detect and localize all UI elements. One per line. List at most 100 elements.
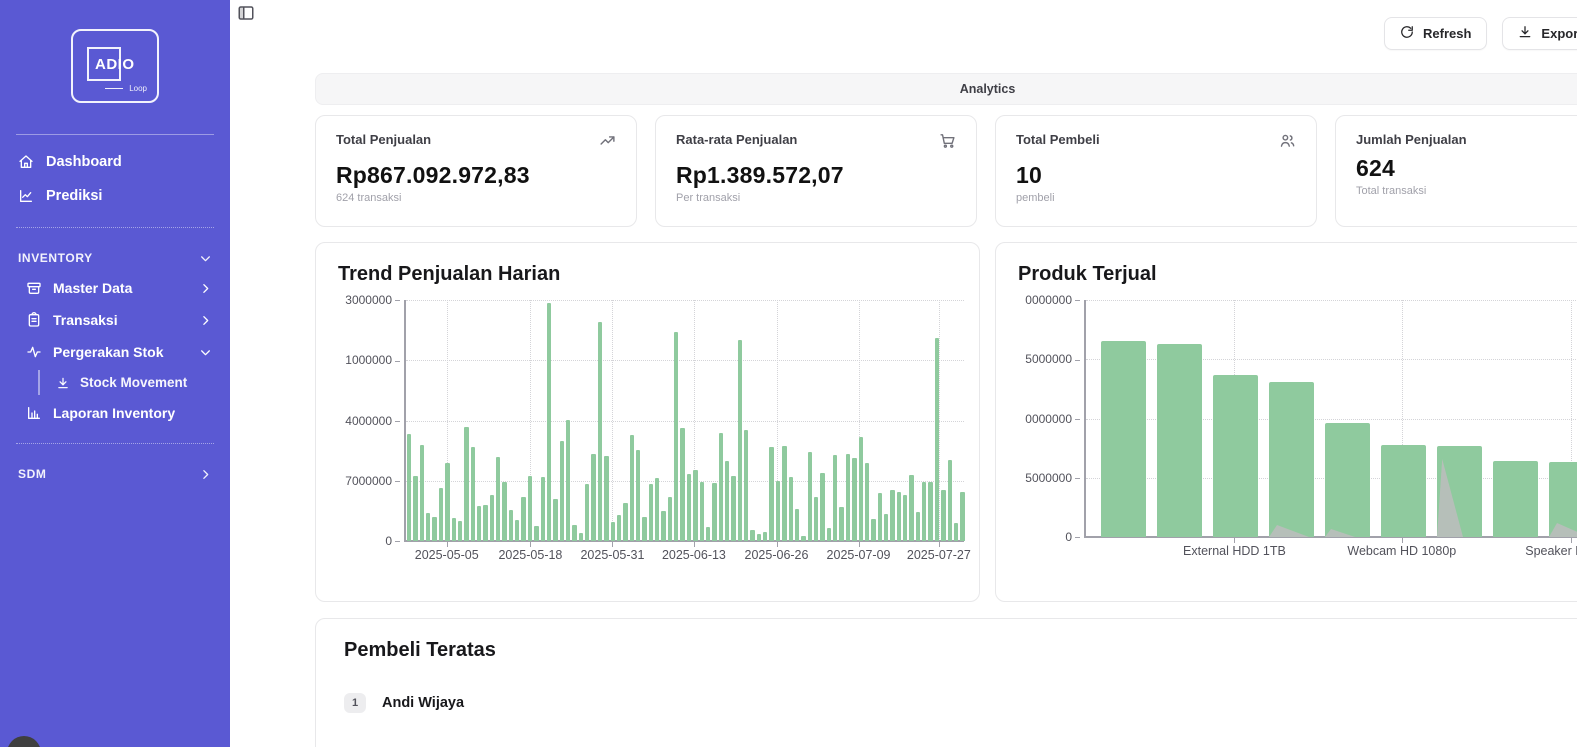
trend-bar[interactable] [807,452,812,541]
produk-bar[interactable] [1213,375,1258,537]
trend-bar[interactable] [476,506,482,541]
trend-bar[interactable] [788,477,793,541]
trend-bar[interactable] [667,497,673,541]
trend-bar[interactable] [896,492,902,541]
trend-bar[interactable] [565,420,571,541]
trend-bar[interactable] [814,497,819,541]
trend-bar[interactable] [546,303,552,541]
trend-bar[interactable] [744,430,749,541]
sidebar-section-inventory[interactable]: INVENTORY [0,242,230,272]
trend-bar[interactable] [597,322,603,541]
trend-bar[interactable] [960,492,965,541]
trend-bar[interactable] [953,523,959,541]
trend-bar[interactable] [623,503,628,541]
trend-bar[interactable] [483,505,488,541]
trend-bar[interactable] [470,447,475,541]
sidebar-toggle-icon[interactable] [237,4,255,22]
produk-bar[interactable] [1549,462,1577,537]
sidebar-item-laporan-inventory[interactable]: Laporan Inventory [0,397,230,429]
trend-bar[interactable] [712,483,717,541]
sidebar-item-stock-movement[interactable]: Stock Movement [0,368,230,397]
trend-bar[interactable] [502,482,507,541]
trend-bar[interactable] [947,460,952,541]
trend-bar[interactable] [782,446,787,541]
trend-bar[interactable] [648,484,654,541]
produk-bar[interactable] [1381,445,1426,537]
trend-bar[interactable] [877,493,882,541]
trend-bar[interactable] [934,338,940,541]
trend-bar[interactable] [610,522,615,541]
sidebar-item-pergerakan-stok[interactable]: Pergerakan Stok [0,336,230,368]
trend-bar[interactable] [591,454,596,541]
trend-bar[interactable] [826,528,832,541]
trend-bar[interactable] [419,445,425,541]
sidebar-item-prediksi[interactable]: Prediksi [0,179,230,213]
sidebar-item-transaksi[interactable]: Transaksi [0,304,230,336]
trend-bar[interactable] [693,470,698,541]
trend-bar[interactable] [496,457,501,541]
trend-bar[interactable] [604,456,609,541]
trend-bar[interactable] [407,434,412,541]
trend-bar[interactable] [839,507,844,541]
trend-bar[interactable] [890,490,895,541]
trend-bar[interactable] [527,476,533,541]
trend-bar[interactable] [724,461,730,541]
trend-bar[interactable] [883,514,889,541]
trend-bar[interactable] [794,509,800,541]
sidebar-item-dashboard[interactable]: Dashboard [0,145,230,179]
trend-bar[interactable] [686,474,692,541]
trend-bar[interactable] [775,481,781,541]
export-data-button[interactable]: Export D [1502,17,1577,50]
trend-bar[interactable] [642,517,647,541]
trend-bar[interactable] [769,447,774,541]
trend-bar[interactable] [852,458,857,541]
produk-bar[interactable] [1493,461,1538,537]
produk-bar[interactable] [1157,344,1202,537]
trend-bar[interactable] [540,477,545,541]
trend-bar[interactable] [572,525,577,541]
trend-bar[interactable] [928,482,933,541]
trend-bar[interactable] [553,499,558,541]
trend-bar[interactable] [750,530,755,541]
trend-bar[interactable] [903,495,908,541]
trend-bar[interactable] [457,521,463,541]
trend-bar[interactable] [534,526,539,541]
trend-bar[interactable] [909,475,914,541]
sidebar-item-master-data[interactable]: Master Data [0,272,230,304]
sidebar-section-sdm[interactable]: SDM [0,458,230,488]
trend-bar[interactable] [413,476,418,541]
produk-bar[interactable] [1101,341,1146,537]
trend-bar[interactable] [833,455,838,541]
trend-bar[interactable] [864,463,870,541]
trend-bar[interactable] [763,532,768,541]
trend-bar[interactable] [635,450,641,541]
trend-bar[interactable] [705,527,711,541]
trend-bar[interactable] [655,478,660,541]
trend-bar[interactable] [559,441,564,541]
trend-bar[interactable] [680,428,685,541]
trend-bar[interactable] [922,482,927,541]
refresh-button[interactable]: Refresh [1384,17,1488,50]
trend-bar[interactable] [699,482,704,541]
trend-bar[interactable] [515,520,520,541]
trend-bar[interactable] [871,519,876,541]
trend-bar[interactable] [451,518,456,541]
trend-bar[interactable] [521,497,526,541]
trend-bar[interactable] [616,515,622,541]
trend-bar[interactable] [445,463,450,541]
trend-bar[interactable] [578,533,584,541]
trend-bar[interactable] [915,512,921,541]
trend-bar[interactable] [801,536,806,541]
trend-bar[interactable] [438,488,444,541]
trend-bar[interactable] [737,340,743,541]
trend-bar[interactable] [731,476,736,541]
trend-bar[interactable] [674,332,679,541]
trend-bar[interactable] [585,484,590,541]
trend-bar[interactable] [464,427,469,541]
trend-bar[interactable] [508,510,514,541]
produk-bar[interactable] [1269,382,1314,537]
trend-bar[interactable] [718,433,723,541]
trend-bar[interactable] [426,513,431,541]
trend-bar[interactable] [489,495,495,541]
trend-bar[interactable] [756,534,762,541]
